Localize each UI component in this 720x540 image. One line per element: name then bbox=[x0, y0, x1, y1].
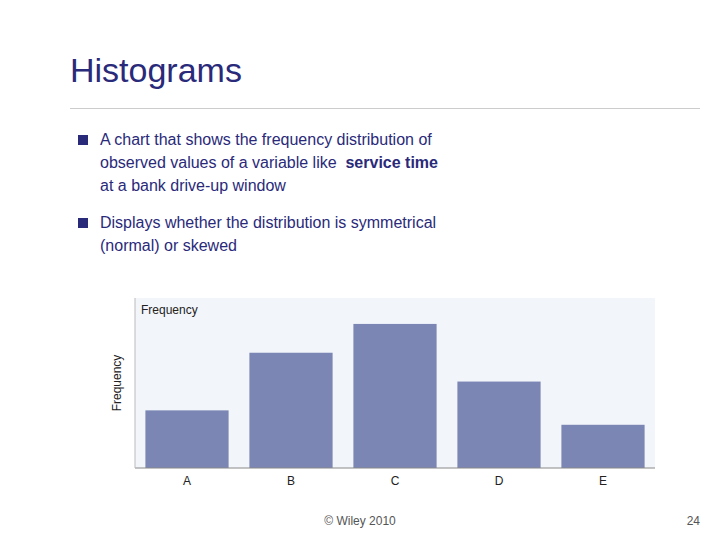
bullet-line: at a bank drive-up window bbox=[100, 176, 286, 196]
bullet-line: Displays whether the distribution is sym… bbox=[100, 213, 436, 233]
bar bbox=[457, 382, 540, 468]
footer-text: © Wiley 2010 bbox=[0, 514, 720, 528]
bullet-text: at a bank drive-up window bbox=[100, 177, 286, 194]
bullet-text: Displays whether the distribution is sym… bbox=[100, 214, 436, 231]
bars bbox=[145, 324, 644, 468]
y-axis bbox=[135, 298, 136, 468]
y-axis-label: Frequency bbox=[110, 355, 124, 412]
x-axis bbox=[135, 468, 655, 469]
bullet-line: (normal) or skewed bbox=[100, 236, 237, 256]
bullet-line: A chart that shows the frequency distrib… bbox=[100, 130, 432, 150]
bullet-text: A chart that shows the frequency distrib… bbox=[100, 131, 432, 148]
footer-page: 24 bbox=[687, 514, 700, 528]
x-tick-label: C bbox=[391, 474, 400, 488]
separator bbox=[70, 108, 700, 109]
bullet-text: service time bbox=[345, 154, 438, 171]
bullet-line: observed values of a variable like servi… bbox=[100, 153, 438, 173]
bar bbox=[353, 324, 436, 468]
x-tick-label: B bbox=[287, 474, 295, 488]
x-tick-label: D bbox=[495, 474, 504, 488]
bar bbox=[561, 425, 644, 468]
chart: A B C D E Frequency Frequency bbox=[90, 290, 680, 500]
bullet-marker bbox=[78, 135, 88, 145]
bar bbox=[145, 410, 228, 468]
x-tick-label: E bbox=[599, 474, 607, 488]
bullet-text: (normal) or skewed bbox=[100, 237, 237, 254]
bullet-text: observed values of a variable like bbox=[100, 154, 345, 171]
bullet-marker bbox=[78, 218, 88, 228]
chart-title: Frequency bbox=[141, 303, 198, 317]
plot-background bbox=[135, 298, 655, 468]
x-tick-label: A bbox=[183, 474, 191, 488]
bar bbox=[249, 353, 332, 468]
slide-title: Histograms bbox=[70, 48, 242, 92]
